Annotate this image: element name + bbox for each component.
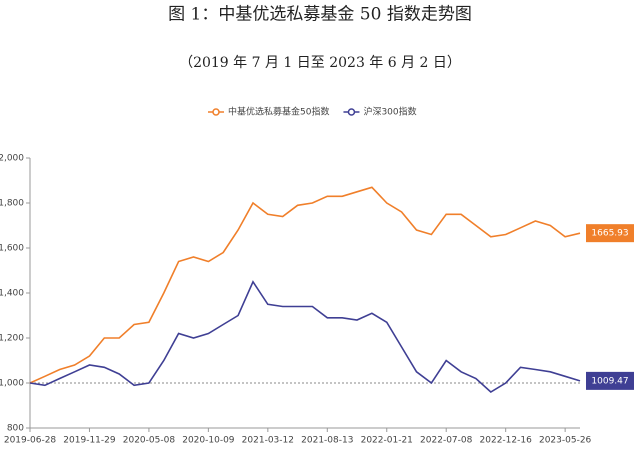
y-tick-label: 1,000 [0, 379, 24, 389]
x-tick-label: 2020-10-09 [182, 436, 235, 446]
x-tick-label: 2022-01-21 [361, 436, 413, 446]
x-tick-label: 2022-12-16 [480, 436, 533, 446]
y-tick-label: 800 [7, 424, 24, 434]
y-tick-label: 2,000 [0, 154, 24, 164]
legend-label: 沪深300指数 [363, 106, 416, 118]
y-tick-label: 1,200 [0, 334, 24, 344]
y-tick-label: 1,600 [0, 244, 24, 254]
chart-subtitle: （2019 年 7 月 1 日至 2023 年 6 月 2 日） [179, 55, 461, 71]
x-tick-label: 2019-06-28 [4, 436, 57, 446]
end-label-text: 1009.47 [591, 376, 628, 386]
end-label-text: 1665.93 [591, 229, 628, 239]
x-tick-label: 2022-07-08 [420, 436, 473, 446]
x-tick-label: 2019-11-29 [63, 436, 116, 446]
end-label-box [586, 224, 634, 243]
legend-label: 中基优选私募基金50指数 [228, 106, 329, 118]
x-tick-label: 2020-05-08 [123, 436, 176, 446]
series-line [29, 280, 581, 393]
end-label: 1665.93 [586, 224, 634, 243]
x-tick-label: 2023-05-26 [539, 436, 592, 446]
end-label-box [586, 371, 634, 390]
chart-title: 图 1：中基优选私募基金 50 指数走势图 [168, 5, 472, 25]
y-tick-label: 1,400 [0, 289, 24, 299]
series-line [29, 186, 581, 384]
x-tick-label: 2021-03-12 [242, 436, 294, 446]
x-tick-label: 2021-08-13 [301, 436, 353, 446]
legend-marker [347, 108, 356, 116]
end-label: 1009.47 [586, 371, 634, 390]
y-tick-label: 1,800 [0, 199, 24, 209]
legend-marker [212, 108, 220, 116]
